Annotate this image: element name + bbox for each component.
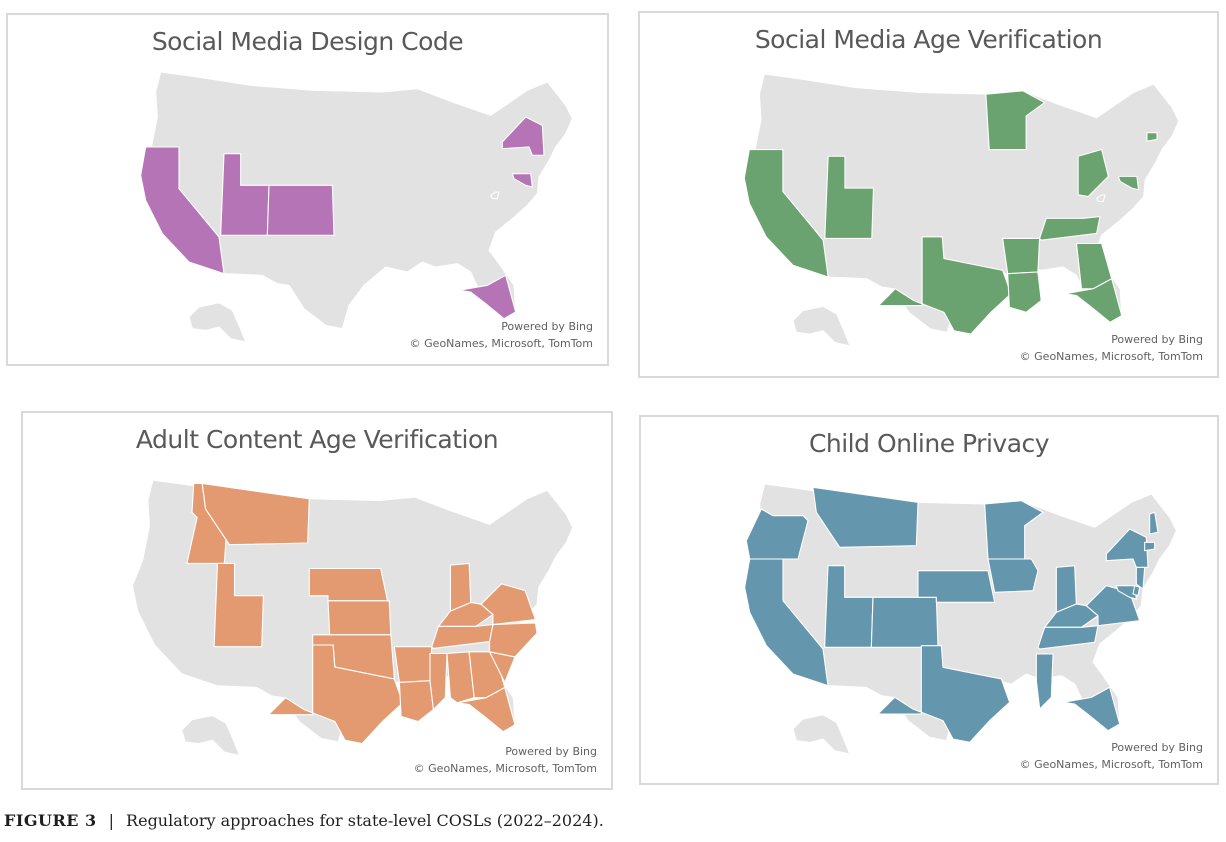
- state-tx: [877, 236, 1012, 335]
- map-title: Child Online Privacy: [808, 429, 1050, 458]
- geonames-credit: © GeoNames, Microsoft, TomTom: [409, 337, 593, 350]
- state-fl: [1062, 686, 1121, 732]
- state-mt: [201, 482, 310, 546]
- bing-credit: Powered by Bing: [1111, 741, 1203, 754]
- state-mt: [812, 486, 919, 548]
- state-nc: [488, 622, 538, 658]
- geonames-credit: © GeoNames, Microsoft, TomTom: [1019, 758, 1203, 771]
- state-de: [1132, 584, 1141, 597]
- geonames-credit: © GeoNames, Microsoft, TomTom: [413, 762, 597, 775]
- state-co: [266, 184, 335, 236]
- state-ut: [824, 155, 875, 240]
- us-choropleth-map: [744, 483, 1177, 755]
- caption-text: Regulatory approaches for state-level CO…: [126, 811, 604, 830]
- state-ne: [917, 570, 996, 603]
- state-tx: [876, 645, 1011, 743]
- state-la: [398, 680, 434, 723]
- state-ks: [327, 600, 392, 636]
- state-ny: [1105, 528, 1149, 568]
- state-ca: [140, 146, 225, 275]
- state-fl: [458, 274, 517, 320]
- map-panel-social-age-verification: Social Media Age Verification Powered by…: [638, 11, 1219, 378]
- state-nh: [1149, 511, 1159, 535]
- state-al: [446, 651, 475, 704]
- us-choropleth-map: [131, 479, 574, 757]
- state-ca: [744, 558, 829, 687]
- map-panel-child-privacy: Child Online Privacy Powered by Bing © G…: [639, 415, 1219, 785]
- state-ar: [393, 646, 433, 683]
- state-in: [449, 562, 472, 612]
- state-va: [480, 583, 537, 626]
- state-ia: [987, 558, 1039, 593]
- map-panel-design-code: Social Media Design Code Powered by Bing…: [6, 13, 609, 366]
- state-fl: [1064, 277, 1123, 324]
- state-or: [745, 508, 809, 560]
- state-md: [1117, 175, 1140, 191]
- state-ut: [213, 562, 264, 648]
- state-md: [511, 173, 533, 188]
- state-ct: [1144, 541, 1156, 552]
- state-tn: [1038, 216, 1101, 241]
- map-title: Adult Content Age Verification: [135, 425, 499, 454]
- geonames-credit: © GeoNames, Microsoft, TomTom: [1019, 350, 1203, 363]
- state-oh: [1077, 148, 1109, 198]
- caption-separator: |: [108, 811, 115, 830]
- map-panel-adult-content: Adult Content Age Verification Powered b…: [21, 411, 613, 790]
- state-co: [870, 596, 939, 648]
- state-mn: [985, 90, 1046, 151]
- bing-credit: Powered by Bing: [501, 320, 593, 333]
- map-title: Social Media Age Verification: [754, 25, 1103, 54]
- bing-credit: Powered by Bing: [1111, 333, 1203, 346]
- state-md: [1115, 585, 1137, 600]
- state-ne: [308, 567, 389, 602]
- state-fl: [457, 686, 516, 733]
- state-tx: [267, 644, 404, 745]
- us-choropleth-map: [743, 73, 1180, 347]
- state-ca: [743, 148, 829, 278]
- state-ct: [1146, 132, 1158, 142]
- state-ms: [429, 652, 448, 711]
- us-choropleth-map: [140, 71, 573, 343]
- figure-caption: FIGURE 3 | Regulatory approaches for state…: [4, 811, 604, 830]
- state-ms: [1035, 653, 1054, 711]
- state-ar: [1002, 237, 1041, 275]
- figure-label: FIGURE 3: [4, 811, 97, 830]
- state-la: [1007, 271, 1042, 313]
- map-title: Social Media Design Code: [151, 27, 464, 56]
- bing-credit: Powered by Bing: [505, 745, 597, 758]
- state-ny: [501, 116, 545, 156]
